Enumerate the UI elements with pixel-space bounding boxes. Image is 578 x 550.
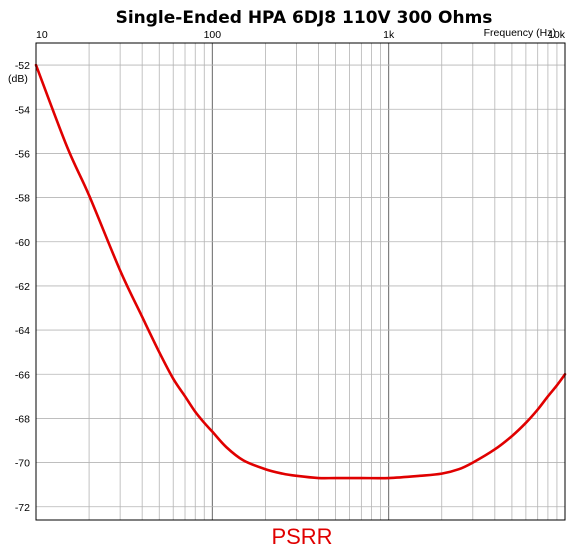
y-tick-label: -72 (15, 502, 30, 514)
x-tick-label: 10k (548, 29, 566, 41)
grid (36, 43, 565, 520)
x-tick-label: 1k (383, 29, 395, 41)
chart-caption: PSRR (271, 524, 332, 549)
y-tick-label: -52 (15, 60, 30, 72)
y-tick-label: -58 (15, 193, 30, 205)
y-tick-label: -54 (15, 104, 30, 116)
plot-frame (35, 42, 566, 521)
y-tick-label: -62 (15, 281, 30, 293)
chart-title: Single-Ended HPA 6DJ8 110V 300 Ohms (116, 8, 493, 28)
x-tick-label: 10 (36, 29, 48, 41)
tick-labels: -52 -54 -56 -58 -60 -62 -64 -66 -68 -70 -72 10 100 1k… (15, 29, 566, 514)
y-tick-label: -64 (15, 325, 30, 337)
y-tick-label: -56 (15, 148, 30, 160)
y-axis-label: (dB) (8, 73, 28, 85)
psrr-series-line (34, 63, 567, 480)
series-layer (34, 63, 567, 480)
y-tick-label: -60 (15, 237, 30, 249)
x-tick-label: 100 (204, 29, 222, 41)
x-axis-label: Frequency (Hz) (484, 27, 556, 39)
y-tick-label: -68 (15, 413, 30, 425)
y-tick-label: -70 (15, 458, 30, 470)
y-tick-label: -66 (15, 369, 30, 381)
